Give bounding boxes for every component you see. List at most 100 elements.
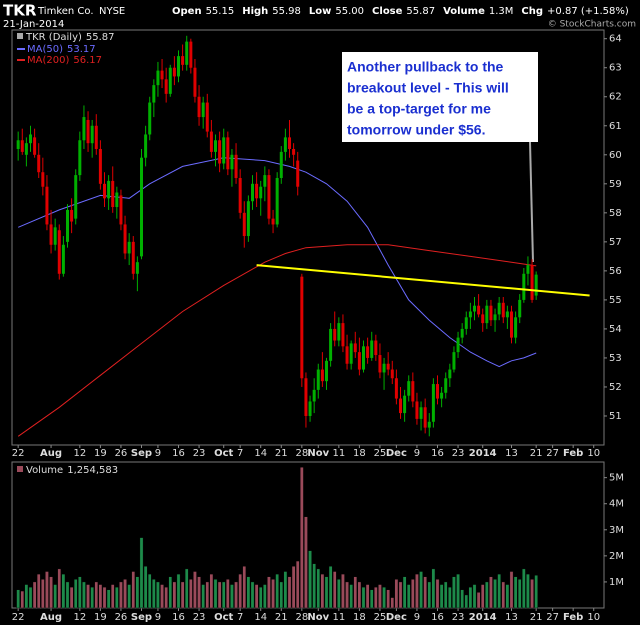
volume-bar <box>110 584 115 609</box>
quote-value: 1.3M <box>489 6 514 17</box>
x-tick-label: 22 <box>12 612 25 623</box>
candle-body <box>205 102 209 132</box>
legend-name: MA(200) <box>27 55 69 66</box>
candle-body <box>140 157 143 257</box>
candle-body <box>197 96 201 118</box>
candle-body <box>226 137 230 170</box>
quote-label: Close <box>372 6 403 17</box>
volume-bar <box>217 581 222 609</box>
volume-bar <box>263 584 267 609</box>
volume-bar <box>493 579 497 609</box>
volume-bar <box>406 584 411 609</box>
annotation-text: breakout level - This will <box>347 80 509 96</box>
y-tick-label: 60 <box>609 150 622 161</box>
candle-body <box>390 369 394 379</box>
candle-body <box>37 154 41 173</box>
y-tick-label: 59 <box>609 179 622 190</box>
candle-body <box>485 305 489 324</box>
candle-body <box>489 305 493 321</box>
candle-body <box>320 369 324 382</box>
x-tick-label: 18 <box>353 448 366 459</box>
exchange: NYSE <box>99 6 125 17</box>
x-tick-label: Oct <box>214 448 233 459</box>
x-tick-label: 19 <box>94 612 107 623</box>
candle-body <box>427 421 431 428</box>
candle-body <box>234 154 238 179</box>
x-tick-label: 23 <box>452 612 465 623</box>
candle-body <box>296 160 300 187</box>
volume-bar <box>431 568 436 609</box>
y-tick-label: 52 <box>609 382 622 393</box>
candle-body <box>177 56 180 77</box>
volume-bar <box>90 586 94 609</box>
candle-body <box>271 218 275 225</box>
candle-body <box>251 183 254 202</box>
volume-bar <box>65 581 70 609</box>
volume-bar <box>316 568 321 609</box>
y-tick-label: 5M <box>609 473 624 484</box>
candle-body <box>127 241 131 254</box>
x-tick-label: Dec <box>386 448 407 459</box>
volume-bar <box>135 576 140 609</box>
candle-body <box>456 337 460 353</box>
x-tick-label: 10 <box>587 448 600 459</box>
candle-body <box>477 305 481 315</box>
volume-bar <box>390 597 395 609</box>
quote-label: Chg <box>521 6 543 17</box>
moving-average <box>17 244 537 437</box>
company-name: Timken Co. <box>37 6 94 17</box>
volume-bar <box>361 586 366 609</box>
volume-bar <box>131 571 136 609</box>
candle-body <box>53 227 57 245</box>
x-tick-label: 16 <box>431 612 444 623</box>
volume-bar <box>386 589 390 609</box>
x-tick-label: 2014 <box>469 448 497 459</box>
volume-bar <box>205 581 210 609</box>
quote-value: 55.15 <box>206 6 235 17</box>
candle-body <box>123 224 127 254</box>
candle-body <box>526 265 530 274</box>
volume-bar <box>378 584 382 609</box>
candle-body <box>66 209 69 242</box>
candle-body <box>497 302 501 315</box>
candle-body <box>218 140 222 164</box>
volume-bar <box>526 573 530 609</box>
volume-bar <box>73 579 78 609</box>
volume-bar <box>517 579 522 609</box>
volume-bar <box>295 560 300 609</box>
volume-panel <box>11 461 605 609</box>
x-tick-label: Feb <box>563 612 583 623</box>
x-tick-label: Feb <box>563 448 583 459</box>
candle-body <box>386 363 390 370</box>
candle-body <box>164 79 168 94</box>
volume-bar <box>452 576 456 609</box>
volume-bar <box>82 581 86 609</box>
quote-value: 55.98 <box>272 6 301 17</box>
x-tick-label: 22 <box>12 448 25 459</box>
volume-bar <box>226 579 230 609</box>
volume-bar <box>468 586 473 609</box>
volume-bar <box>505 584 510 609</box>
y-tick-label: 56 <box>609 266 622 277</box>
candle-body <box>473 305 476 312</box>
volume-bar <box>28 586 33 609</box>
quote-value: +0.87 (+1.58%) <box>547 6 629 17</box>
candle-body <box>82 117 86 141</box>
candle-body <box>263 175 267 187</box>
y-tick-label: 53 <box>609 353 622 364</box>
x-tick-label: 23 <box>193 612 206 623</box>
volume-bar <box>497 573 501 609</box>
x-tick-label: 25 <box>374 612 387 623</box>
volume-bar <box>435 579 440 609</box>
volume-bar <box>312 563 316 609</box>
volume-bar <box>189 579 193 609</box>
x-tick-label: 11 <box>332 612 345 623</box>
x-tick-label: 21 <box>275 612 288 623</box>
volume-bar <box>98 584 103 609</box>
volume-bar <box>193 571 197 609</box>
x-tick-label: 13 <box>505 448 518 459</box>
candle-body <box>337 323 341 341</box>
volume-bar <box>522 568 526 609</box>
legend-name: MA(50) <box>27 44 63 55</box>
candle-body <box>90 125 94 144</box>
